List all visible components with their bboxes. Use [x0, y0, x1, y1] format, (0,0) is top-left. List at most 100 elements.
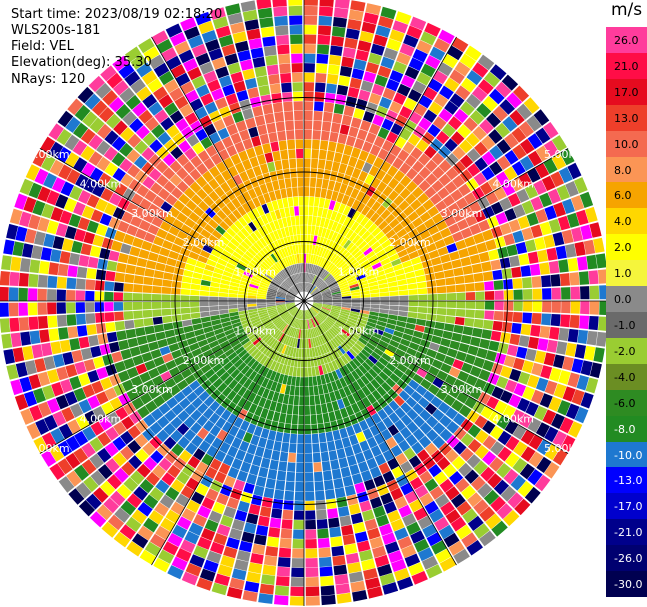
velocity-gate [502, 404, 516, 419]
velocity-gate [176, 167, 189, 180]
velocity-gate [304, 139, 312, 149]
velocity-gate [349, 414, 359, 425]
velocity-gate [332, 349, 341, 359]
velocity-gate [472, 327, 483, 338]
velocity-gate [309, 196, 315, 207]
velocity-gate [417, 515, 433, 530]
velocity-gate [331, 291, 341, 295]
velocity-gate [252, 219, 261, 230]
velocity-gate [245, 327, 255, 335]
velocity-gate [226, 201, 237, 213]
velocity-gate [380, 209, 391, 220]
velocity-gate [143, 211, 155, 224]
azimuth-spokes [0, 0, 609, 606]
velocity-gate [419, 253, 431, 262]
velocity-gate [465, 292, 476, 300]
velocity-gate [360, 216, 370, 227]
velocity-gate [313, 120, 322, 131]
velocity-gate [324, 228, 331, 239]
velocity-gate [213, 244, 224, 254]
velocity-gate [296, 338, 300, 348]
velocity-gate [141, 352, 153, 363]
velocity-gate [555, 245, 567, 260]
velocity-gate [338, 75, 351, 87]
velocity-gate [352, 522, 366, 534]
velocity-gate [389, 29, 405, 43]
velocity-gate [419, 422, 432, 435]
velocity-gate [354, 531, 368, 543]
velocity-gate [88, 335, 99, 347]
velocity-gate [393, 395, 405, 407]
velocity-gate [174, 327, 185, 336]
velocity-gate [351, 402, 361, 414]
velocity-gate [144, 541, 161, 557]
velocity-gate [275, 301, 285, 303]
velocity-gate [443, 269, 455, 278]
velocity-gate [435, 352, 446, 362]
velocity-gate [417, 307, 428, 314]
velocity-gate [378, 220, 389, 231]
velocity-gate [165, 486, 180, 501]
velocity-gate [170, 64, 186, 79]
velocity-gate [346, 196, 356, 208]
velocity-gate [315, 82, 326, 93]
velocity-gate [179, 247, 191, 257]
velocity-gate [417, 281, 427, 289]
velocity-gate [289, 15, 303, 25]
velocity-gate [398, 290, 409, 296]
velocity-gate [197, 234, 208, 244]
velocity-gate [190, 301, 200, 307]
velocity-gate [445, 509, 461, 524]
velocity-gate [432, 377, 444, 389]
velocity-gate [135, 419, 149, 433]
velocity-gate [289, 433, 297, 444]
velocity-gate [275, 480, 286, 491]
velocity-gate [304, 15, 318, 25]
velocity-gate [232, 251, 242, 260]
velocity-gate [313, 255, 319, 265]
velocity-gate [107, 514, 125, 531]
velocity-gate [171, 403, 184, 416]
velocity-gate [309, 319, 313, 329]
velocity-gate [189, 295, 200, 301]
velocity-gate [222, 114, 235, 127]
velocity-gate [266, 297, 276, 300]
velocity-gate [221, 421, 233, 433]
velocity-gate [69, 376, 82, 390]
velocity-gate [304, 101, 314, 111]
velocity-gate [495, 212, 508, 225]
velocity-gate [324, 373, 331, 384]
velocity-gate [43, 414, 58, 431]
velocity-gate [324, 160, 333, 171]
velocity-gate [408, 250, 419, 260]
velocity-gate [58, 476, 75, 493]
velocity-gate [408, 295, 418, 301]
velocity-gate [248, 332, 258, 340]
velocity-gate [351, 167, 362, 179]
velocity-gate [392, 20, 409, 34]
velocity-gate [289, 245, 294, 255]
velocity-gate [204, 101, 218, 115]
velocity-gate [229, 102, 241, 115]
velocity-gate [273, 230, 280, 240]
velocity-gate [414, 269, 425, 277]
velocity-gate [392, 157, 404, 170]
velocity-gate [181, 368, 193, 379]
velocity-gate [299, 273, 302, 283]
velocity-gate [223, 325, 233, 332]
velocity-gate [209, 301, 219, 306]
velocity-gate [313, 297, 323, 300]
velocity-gate [499, 99, 515, 115]
velocity-gate [322, 293, 332, 297]
velocity-gate [273, 441, 282, 452]
velocity-gate [341, 194, 350, 205]
velocity-gate [275, 250, 283, 260]
velocity-gate [46, 220, 59, 235]
velocity-gate [332, 299, 342, 301]
velocity-gate [443, 394, 456, 407]
velocity-gate [203, 158, 215, 170]
velocity-gate [219, 220, 230, 231]
velocity-gate [114, 311, 124, 321]
velocity-gate [325, 331, 332, 341]
velocity-gate [318, 432, 327, 443]
